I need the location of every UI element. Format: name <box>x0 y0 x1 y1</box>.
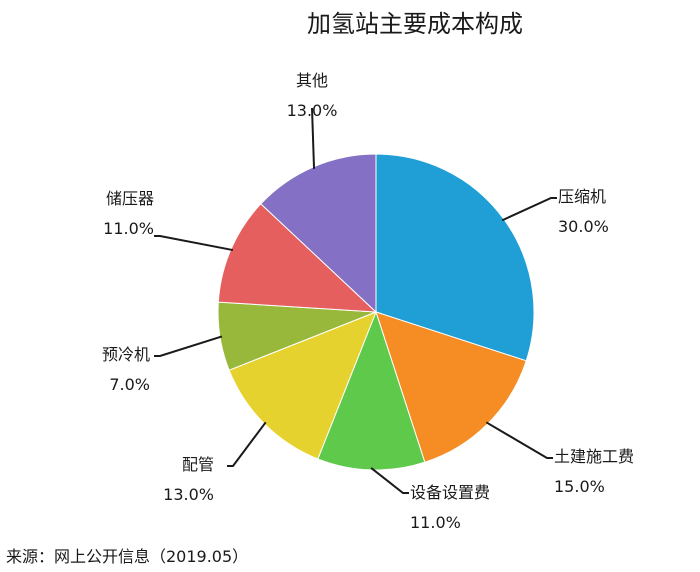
leader-line <box>227 421 267 467</box>
leader-line <box>311 107 316 169</box>
leader-line <box>485 421 553 459</box>
source-note: 来源：网上公开信息（2019.05） <box>6 547 248 566</box>
slice-value-label: 13.0% <box>287 101 338 120</box>
slice-value-label: 30.0% <box>558 217 609 236</box>
slice-value-label: 7.0% <box>109 375 150 394</box>
leader-line <box>154 335 223 357</box>
pie-slice <box>317 310 426 471</box>
slice-name-label: 预冷机 <box>102 345 150 364</box>
slice-name-label: 其他 <box>296 71 328 90</box>
slice-name-label: 土建施工费 <box>554 447 634 466</box>
slice-name-label: 压缩机 <box>558 187 606 206</box>
slice-value-label: 11.0% <box>410 513 461 532</box>
slice-value-label: 15.0% <box>554 477 605 496</box>
slice-name-label: 设备设置费 <box>410 483 490 502</box>
leader-line <box>501 197 557 222</box>
slice-labels: 压缩机 30.0% 土建施工费 15.0% 设备设置费 11.0% 配管 13.0% 预冷机 7.… <box>102 71 634 532</box>
leader-line <box>154 235 234 252</box>
leader-lines <box>154 107 557 494</box>
slice-value-label: 13.0% <box>163 485 214 504</box>
slice-name-label: 配管 <box>182 455 214 474</box>
slice-name-label: 储压器 <box>106 189 154 208</box>
pie-slices <box>217 153 535 471</box>
leader-line <box>370 467 409 494</box>
chart-title: 加氢站主要成本构成 <box>307 10 523 38</box>
slice-value-label: 11.0% <box>103 219 154 238</box>
